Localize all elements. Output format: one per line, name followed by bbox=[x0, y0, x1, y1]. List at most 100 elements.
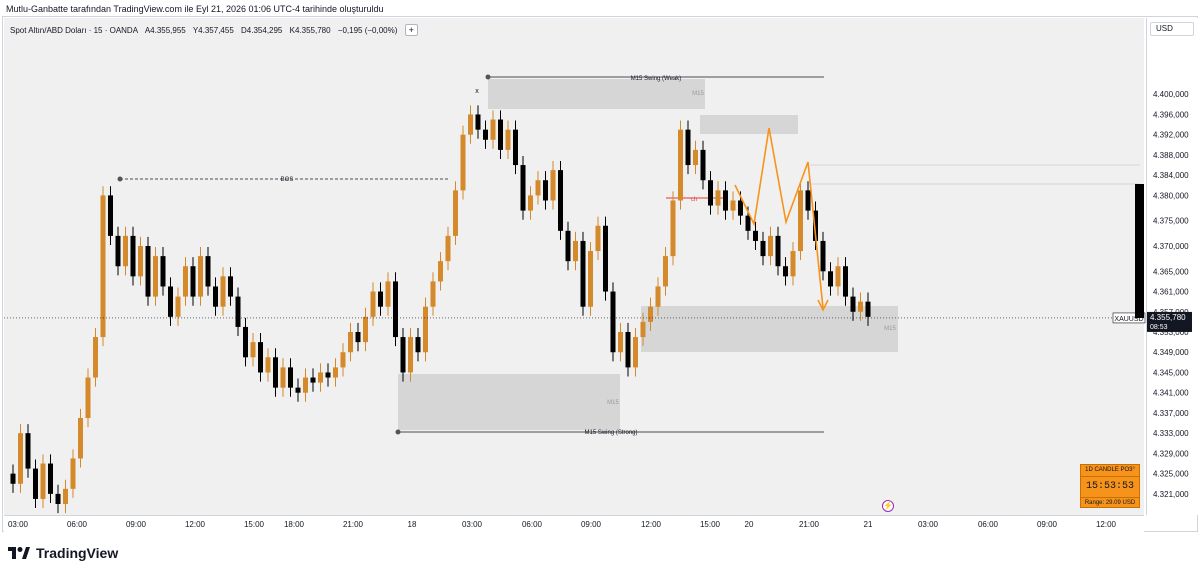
candle-body bbox=[498, 119, 503, 150]
candle-body bbox=[18, 433, 23, 484]
candle-body bbox=[580, 240, 586, 307]
candle-body bbox=[213, 286, 218, 307]
candle-body bbox=[730, 200, 736, 211]
candle-body bbox=[198, 256, 203, 297]
candle-body bbox=[723, 190, 728, 211]
candle-body bbox=[205, 256, 211, 287]
candle-body bbox=[348, 332, 353, 353]
time-tick-label: 18:00 bbox=[284, 520, 305, 529]
ohlc-low: D4.354,295 bbox=[241, 26, 283, 35]
swing-weak-dot bbox=[485, 74, 491, 80]
candle-body bbox=[363, 316, 368, 343]
candle-body bbox=[828, 271, 833, 287]
price-tick-label: 4.329,000 bbox=[1153, 449, 1189, 458]
current-price-tag: 4.355,780 bbox=[1150, 313, 1186, 322]
swing-strong-dot bbox=[395, 429, 401, 435]
candle-body bbox=[603, 225, 608, 292]
time-axis[interactable] bbox=[4, 515, 1144, 532]
candle-body bbox=[145, 246, 151, 297]
candle-body bbox=[415, 337, 421, 353]
candle-body bbox=[340, 352, 346, 368]
price-tick-label: 4.392,000 bbox=[1153, 131, 1189, 140]
candle-body bbox=[820, 240, 826, 272]
candle-body bbox=[588, 251, 593, 307]
widget-range: Range: 29.09 USD bbox=[1084, 500, 1136, 506]
ohlc-change: −0,195 (−0,00%) bbox=[337, 26, 398, 35]
widget-title: 1D CANDLE PO3° bbox=[1081, 465, 1139, 477]
candle-body bbox=[85, 377, 91, 418]
m15-label: M15 bbox=[884, 326, 896, 332]
time-tick-label: 12:00 bbox=[185, 520, 206, 529]
candle-body bbox=[408, 337, 413, 373]
price-tick-label: 4.400,000 bbox=[1153, 90, 1189, 99]
candle-body bbox=[40, 463, 46, 499]
candle-body bbox=[858, 301, 863, 312]
candle-body bbox=[228, 276, 233, 297]
candle-body bbox=[685, 129, 691, 166]
candle-body bbox=[130, 235, 136, 277]
candle-body bbox=[325, 372, 331, 378]
price-tick-label: 4.370,000 bbox=[1153, 242, 1189, 251]
candle-body bbox=[535, 180, 541, 196]
candle-body bbox=[633, 337, 638, 368]
candle-body bbox=[78, 418, 83, 459]
lightning-icon[interactable]: ⚡ bbox=[882, 500, 894, 512]
time-tick-label: 21 bbox=[864, 520, 873, 529]
choch-label: ch bbox=[691, 197, 697, 203]
price-tick-label: 4.341,000 bbox=[1153, 389, 1189, 398]
m15-label: M15 bbox=[692, 91, 704, 97]
candle-body bbox=[528, 195, 533, 211]
symbol-name[interactable]: Spot Altın/ABD Doları · 15 · OANDA bbox=[10, 26, 139, 35]
tradingview-logo[interactable]: TradingView bbox=[8, 545, 118, 561]
time-tick-label: 15:00 bbox=[700, 520, 721, 529]
candle-body bbox=[138, 246, 143, 277]
candle-body bbox=[393, 281, 398, 338]
price-tick-label: 4.375,000 bbox=[1153, 217, 1189, 226]
price-tick-label: 4.353,000 bbox=[1153, 328, 1189, 337]
add-indicator-button[interactable]: + bbox=[404, 24, 418, 36]
candle-body bbox=[355, 332, 361, 343]
candle-body bbox=[303, 377, 308, 393]
candle-body bbox=[550, 170, 556, 201]
price-tick-label: 4.325,000 bbox=[1153, 470, 1189, 479]
candle-body bbox=[370, 291, 376, 317]
candle-body bbox=[265, 357, 271, 373]
candle-body bbox=[258, 342, 263, 373]
symbol-tag-box bbox=[1112, 312, 1146, 324]
price-axis[interactable] bbox=[1146, 18, 1199, 515]
candle-body bbox=[100, 195, 106, 338]
time-tick-label: 03:00 bbox=[918, 520, 939, 529]
candle-body bbox=[595, 225, 601, 252]
candle-body bbox=[543, 180, 548, 201]
candle-body bbox=[775, 235, 781, 267]
daily-range-bar bbox=[1135, 184, 1144, 318]
candle-body bbox=[280, 367, 286, 388]
bos-label: BOS bbox=[281, 177, 294, 183]
symbol-tag: XAUUSD bbox=[1114, 316, 1143, 323]
candle-body bbox=[310, 377, 316, 383]
ohlc-high: Y4.357,455 bbox=[192, 26, 234, 35]
candle-body bbox=[453, 190, 458, 236]
candle-body bbox=[168, 286, 173, 317]
candle-body bbox=[745, 215, 751, 231]
candle-body bbox=[798, 190, 803, 252]
candle-body bbox=[445, 235, 451, 262]
candle-body bbox=[318, 372, 323, 383]
price-tick-label: 4.333,000 bbox=[1153, 429, 1189, 438]
x-mark: x bbox=[475, 88, 479, 95]
candle-body bbox=[505, 129, 511, 150]
currency-selector[interactable]: USD bbox=[1150, 22, 1194, 36]
candle-body bbox=[663, 256, 668, 287]
price-tick-label: 4.361,000 bbox=[1153, 288, 1189, 297]
candle-body bbox=[93, 337, 98, 378]
time-tick-label: 20 bbox=[745, 520, 754, 529]
candle-body bbox=[33, 468, 38, 499]
order-block-zone bbox=[398, 374, 620, 430]
price-tick-label: 4.365,000 bbox=[1153, 267, 1189, 276]
candle-body bbox=[243, 326, 248, 358]
time-tick-label: 21:00 bbox=[799, 520, 820, 529]
candle-body bbox=[153, 256, 158, 297]
time-tick-label: 09:00 bbox=[581, 520, 602, 529]
candle-body bbox=[400, 337, 406, 373]
